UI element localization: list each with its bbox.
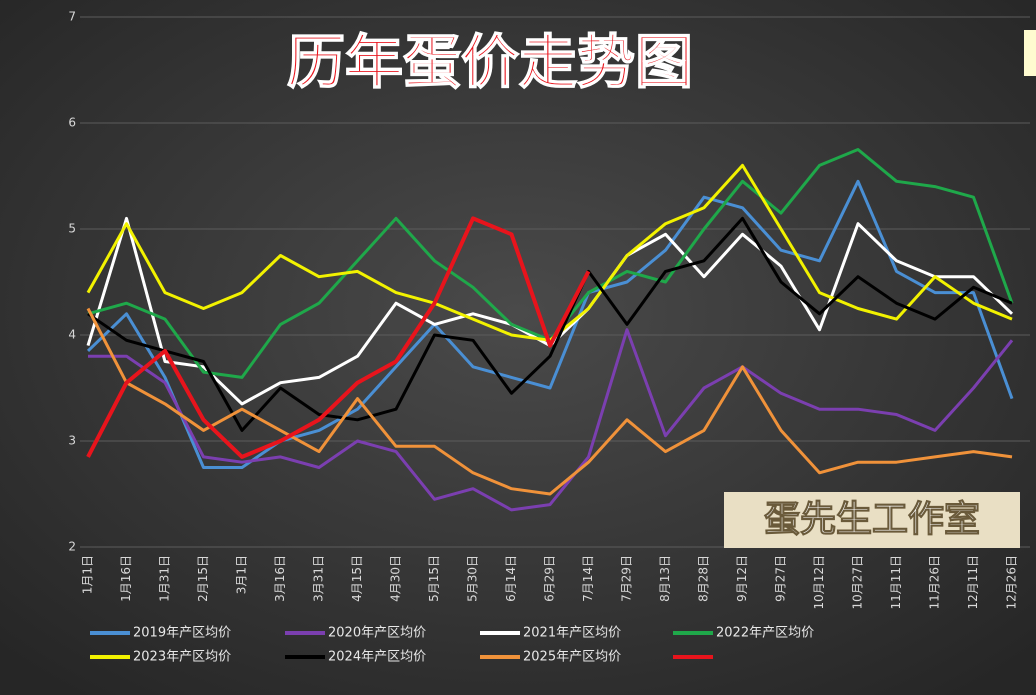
x-tick-label: 10月27日 <box>851 555 865 610</box>
legend-label: 2019年产区均价 <box>133 626 231 641</box>
x-tick-label: 9月27日 <box>774 555 788 602</box>
x-tick-label: 9月12日 <box>735 555 749 602</box>
x-tick-label: 1月16日 <box>119 555 133 602</box>
x-tick-label: 12月11日 <box>966 555 980 610</box>
series-line <box>87 216 1013 432</box>
watermark: 蛋先生工作室 <box>764 499 980 540</box>
y-tick-label: 4 <box>68 328 76 342</box>
x-tick-label: 11月11日 <box>889 555 903 610</box>
watermark-box <box>724 492 1020 548</box>
x-tick-label: 4月15日 <box>350 555 364 602</box>
y-tick-label: 3 <box>68 434 76 448</box>
legend-label: 2021年产区均价 <box>523 626 621 641</box>
x-tick-label: 11月26日 <box>928 555 942 610</box>
x-tick-label: 2月15日 <box>196 555 210 602</box>
x-tick-label: 3月16日 <box>273 555 287 602</box>
x-tick-label: 12月26日 <box>1005 555 1019 610</box>
y-tick-label: 5 <box>68 222 76 236</box>
y-tick-label: 7 <box>68 10 76 24</box>
legend-label: 2024年产区均价 <box>328 650 426 665</box>
x-tick-label: 8月13日 <box>658 555 672 602</box>
series-line <box>86 179 1014 469</box>
x-tick-label: 7月14日 <box>581 555 595 602</box>
x-tick-label: 3月31日 <box>312 555 326 602</box>
series-line <box>86 307 1013 496</box>
legend-label: 2025年产区均价 <box>523 650 621 665</box>
corner-box <box>1024 30 1036 76</box>
x-tick-label: 1月1日 <box>81 555 95 594</box>
series-line <box>86 216 591 459</box>
legend-label: 2020年产区均价 <box>328 626 426 641</box>
x-tick-label: 10月12日 <box>812 555 826 610</box>
chart-title: 历年蛋价走势图 <box>287 28 693 96</box>
y-tick-label: 6 <box>68 116 76 130</box>
y-tick-label: 2 <box>68 540 76 554</box>
legend-label: 2023年产区均价 <box>133 650 231 665</box>
x-tick-label: 3月1日 <box>235 555 249 594</box>
x-tick-label: 5月30日 <box>466 555 480 602</box>
x-tick-label: 1月31日 <box>158 555 172 602</box>
x-tick-label: 6月14日 <box>504 555 518 602</box>
x-tick-label: 7月29日 <box>620 555 634 602</box>
x-tick-label: 5月15日 <box>427 555 441 602</box>
x-tick-label: 8月28日 <box>697 555 711 602</box>
series-line <box>88 328 1014 512</box>
legend-label: 2022年产区均价 <box>716 626 814 641</box>
x-tick-label: 6月29日 <box>543 555 557 602</box>
x-tick-label: 4月30日 <box>389 555 403 602</box>
